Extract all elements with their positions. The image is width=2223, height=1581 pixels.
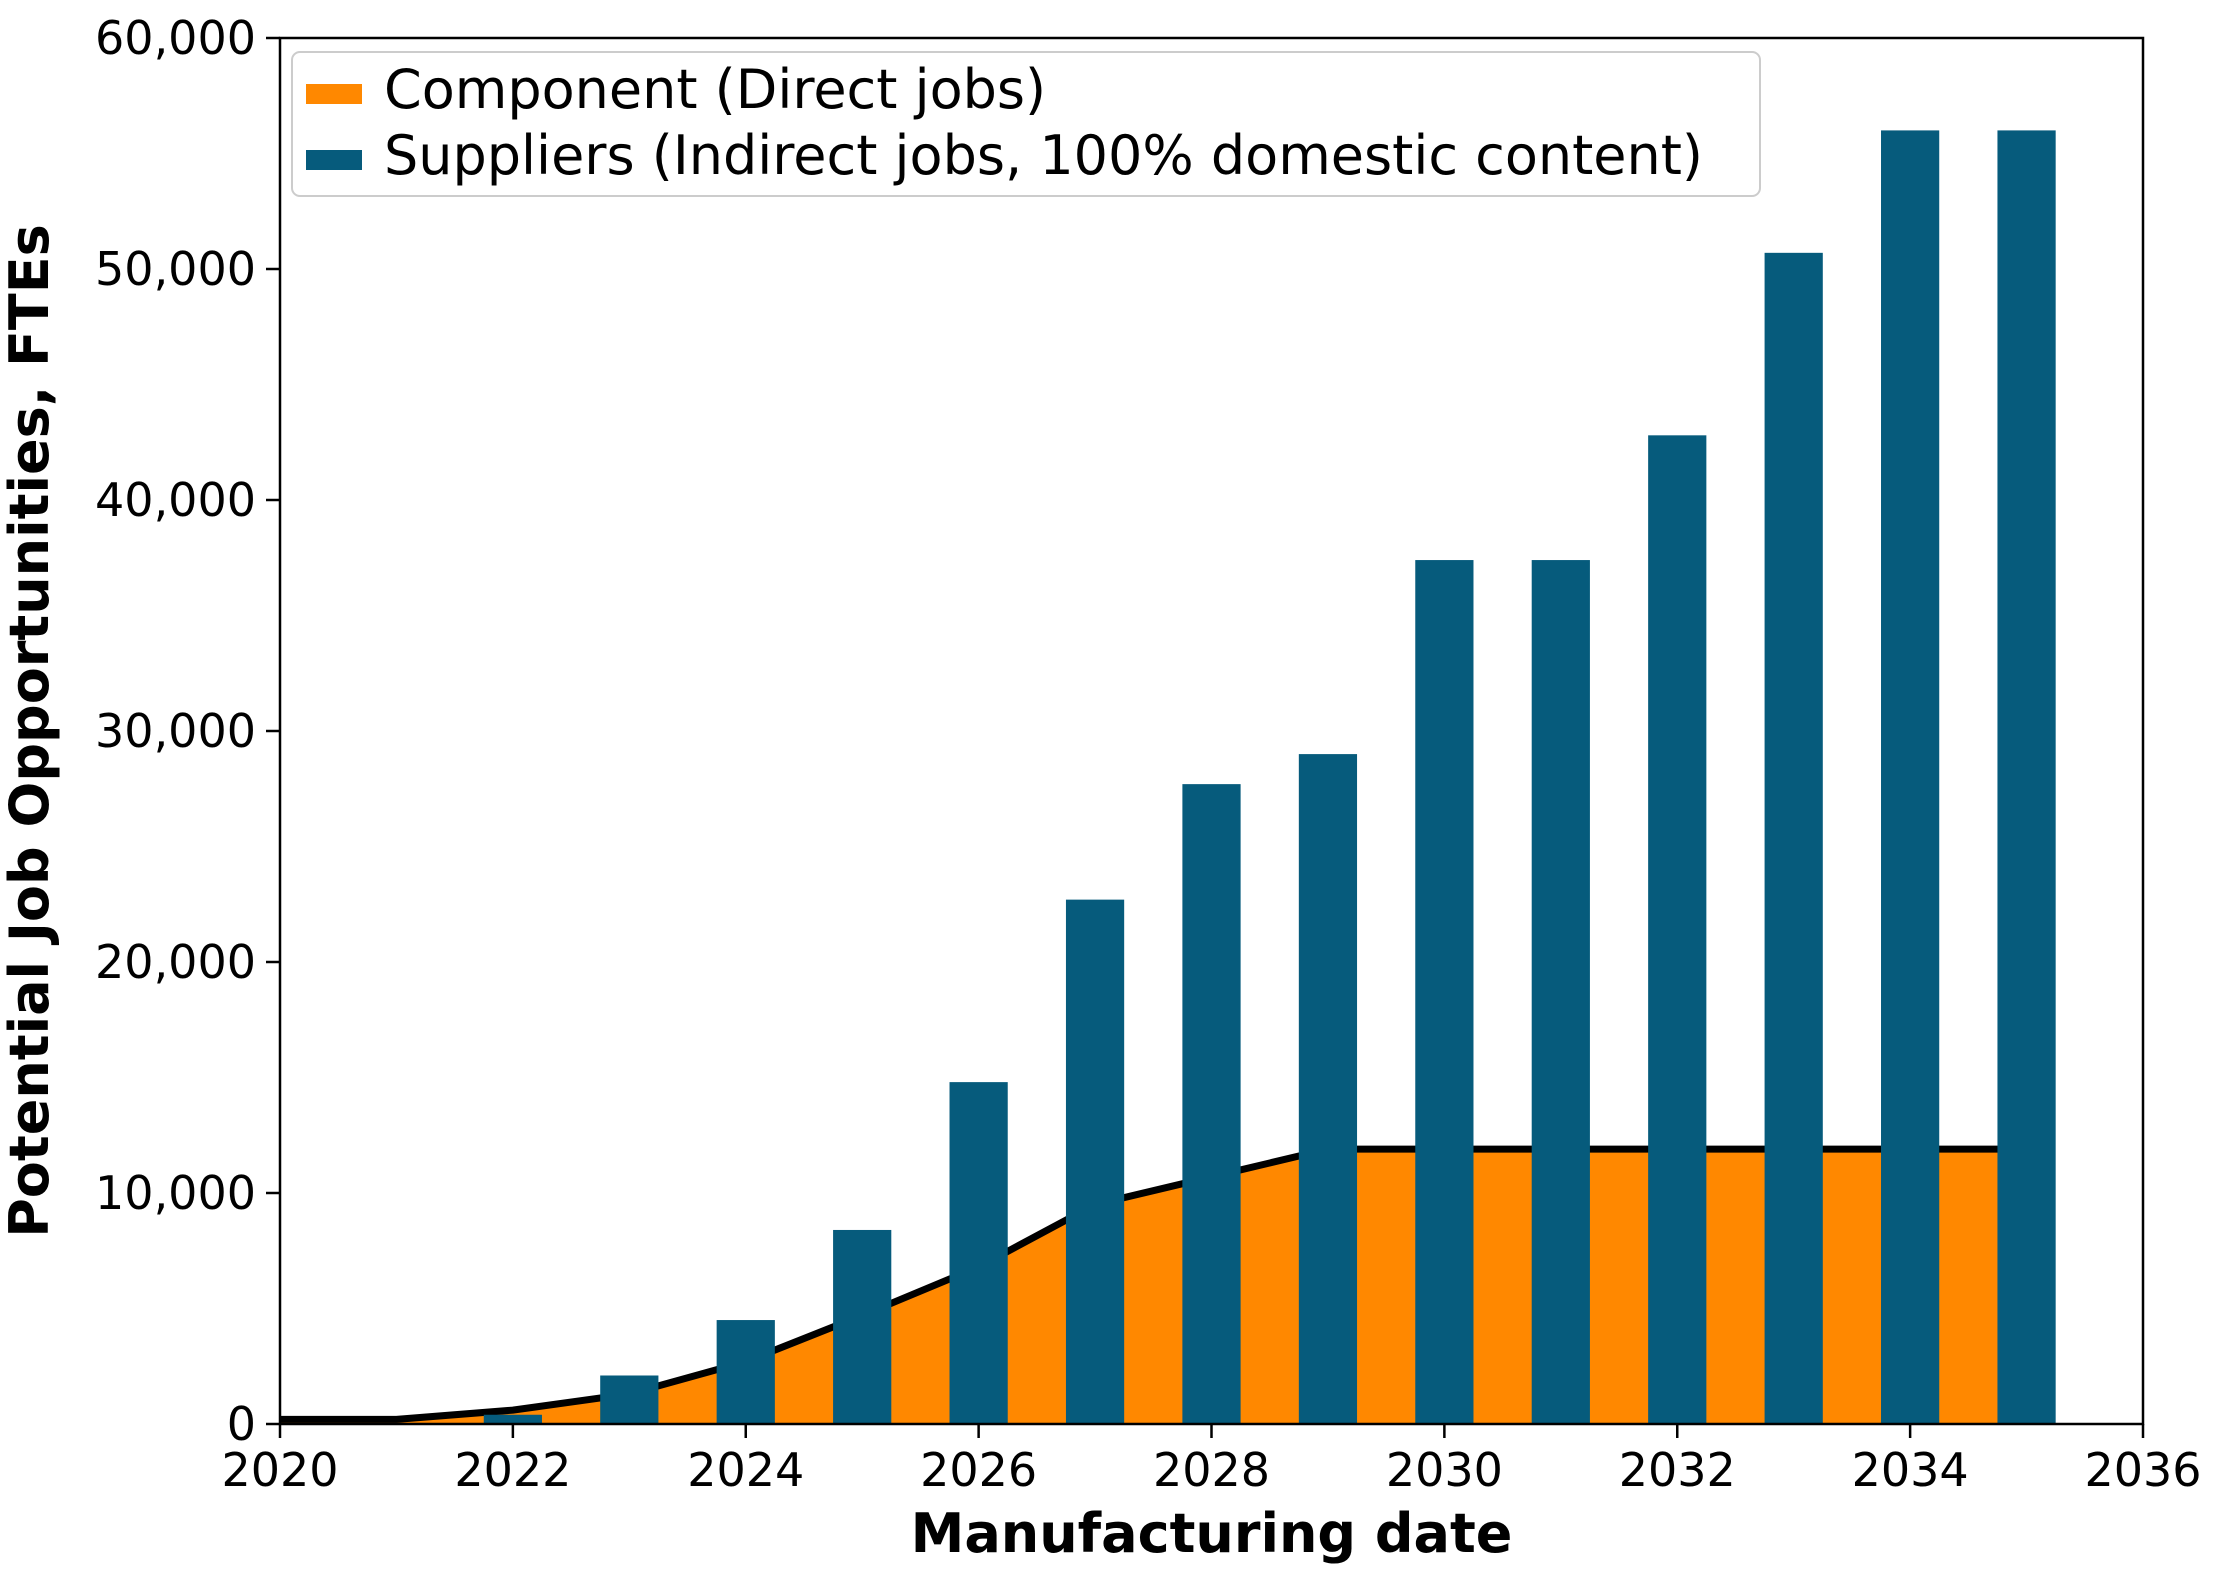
supplier-bar-2029 [1298,754,1358,1424]
supplier-bar-2026 [949,1082,1008,1424]
y-tick-label: 40,000 [95,473,256,527]
supplier-bar-2028 [1182,784,1241,1424]
supplier-bar-layer [483,130,2056,1425]
y-tick-label: 10,000 [95,1166,256,1220]
y-axis-title: Potential Job Opportunities, FTEs [0,224,61,1238]
supplier-bar-2035 [1997,130,2056,1424]
x-tick-label: 2024 [687,1443,804,1497]
y-tick-label: 50,000 [95,242,256,296]
x-tick-label: 2020 [221,1443,338,1497]
x-tick-label: 2028 [1153,1443,1270,1497]
supplier-bar-2025 [833,1229,892,1424]
x-tick-label: 2032 [1619,1443,1736,1497]
supplier-bar-2022 [483,1414,542,1424]
y-tick-label: 20,000 [95,935,256,989]
y-axis: 0 10,000 20,000 30,000 40,000 50,000 60,000 [95,11,280,1451]
legend-label-component: Component (Direct jobs) [384,58,1046,121]
x-tick-label: 2034 [1852,1443,1969,1497]
supplier-bar-2023 [600,1375,659,1424]
supplier-bar-2030 [1415,560,1474,1424]
legend-box [291,51,1761,197]
x-tick-label: 2030 [1386,1443,1503,1497]
legend: Component (Direct jobs) Suppliers (Indir… [291,51,1761,197]
y-tick-label: 0 [227,1397,256,1451]
component-outline [280,1145,2027,1423]
y-tick-label: 60,000 [95,11,256,65]
legend-swatch-component [306,84,362,104]
x-axis: 2020 2022 2024 2026 2028 2030 2032 2034 2036 [221,1424,2202,1497]
legend-swatch-suppliers [306,150,362,170]
supplier-bar-2031 [1531,560,1590,1424]
x-tick-label: 2026 [920,1443,1037,1497]
supplier-bar-2033 [1764,252,1823,1425]
supplier-bar-2024 [716,1320,775,1424]
x-tick-label: 2036 [2084,1443,2201,1497]
x-tick-label: 2022 [454,1443,571,1497]
supplier-bar-2034 [1881,130,1940,1424]
x-axis-title: Manufacturing date [911,1502,1513,1565]
y-tick-label: 30,000 [95,704,256,758]
supplier-bar-2032 [1648,435,1707,1424]
legend-label-suppliers: Suppliers (Indirect jobs, 100% domestic … [384,124,1703,187]
supplier-bar-2027 [1065,899,1125,1424]
